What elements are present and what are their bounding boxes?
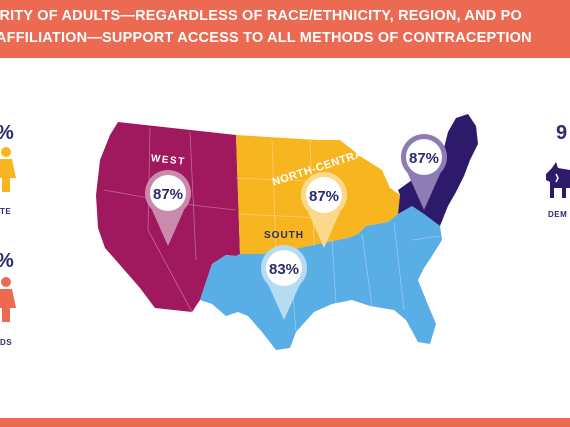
right-label: DEM	[548, 210, 568, 219]
pin-south	[261, 245, 307, 320]
value-west: 87%	[153, 186, 183, 203]
female-figure-icon	[0, 147, 16, 192]
label-west: WEST	[150, 153, 186, 168]
left-stat-1: %	[0, 122, 14, 145]
value-northeast: 87%	[409, 150, 439, 167]
region-south	[200, 206, 442, 350]
label-south: SOUTH	[264, 230, 304, 241]
value-north-central: 87%	[309, 188, 339, 205]
left-stat-2: %	[0, 250, 14, 273]
value-south: 83%	[269, 261, 299, 278]
headline-line-2: AFFILIATION—SUPPORT ACCESS TO ALL METHOD…	[0, 30, 532, 46]
left-label-2: DS	[0, 338, 13, 347]
headline-banner: ORITY OF ADULTS—REGARDLESS OF RACE/ETHNI…	[0, 0, 570, 58]
left-label-1: TE	[0, 207, 12, 216]
pin-west	[145, 170, 191, 246]
female-figure-icon-2	[0, 277, 16, 322]
donkey-icon	[546, 162, 570, 198]
pin-northeast	[401, 134, 447, 210]
headline-line-1: ORITY OF ADULTS—REGARDLESS OF RACE/ETHNI…	[0, 8, 523, 24]
pin-north-central	[301, 172, 347, 248]
right-stat: 9	[556, 122, 568, 144]
bottom-bar	[0, 418, 570, 427]
